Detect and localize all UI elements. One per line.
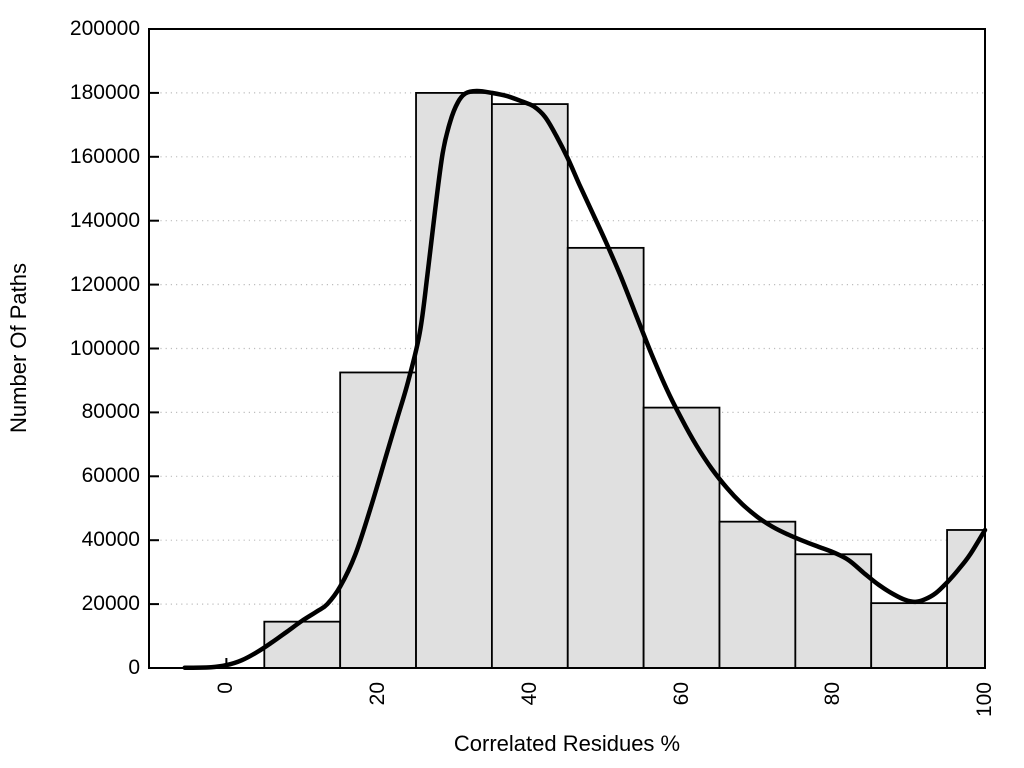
y-tick-label: 180000 bbox=[69, 80, 140, 104]
histogram-bar bbox=[263, 620, 342, 669]
histogram-bar bbox=[946, 529, 986, 669]
histogram-bar bbox=[339, 371, 417, 669]
y-tick-label: 80000 bbox=[81, 400, 140, 424]
y-tick-label: 20000 bbox=[81, 592, 140, 616]
y-tick-label: 40000 bbox=[81, 528, 140, 552]
y-tick-label: 160000 bbox=[69, 144, 140, 168]
x-tick-label: 100 bbox=[973, 682, 996, 718]
x-tick-label: 60 bbox=[669, 682, 693, 706]
y-tick-label: 100000 bbox=[69, 336, 140, 360]
y-axis-title: Number Of Paths bbox=[6, 263, 31, 433]
plot-frame bbox=[148, 28, 986, 669]
density-curve bbox=[182, 88, 988, 670]
histogram-bar bbox=[870, 602, 948, 669]
x-tick-label: 20 bbox=[366, 682, 390, 706]
histogram-bar bbox=[566, 246, 645, 669]
y-tick-label: 60000 bbox=[81, 464, 140, 488]
y-tick-label: 120000 bbox=[69, 272, 140, 296]
x-tick-label: 0 bbox=[214, 682, 238, 694]
y-tick-label: 140000 bbox=[69, 208, 140, 232]
x-tick-label: 80 bbox=[821, 682, 845, 706]
histogram-bar bbox=[718, 520, 797, 669]
y-tick-label: 200000 bbox=[69, 17, 140, 40]
histogram-bar bbox=[794, 553, 873, 669]
x-tick-label: 40 bbox=[517, 682, 541, 706]
histogram-bar bbox=[642, 406, 721, 669]
histogram-bar bbox=[415, 92, 493, 669]
histogram-bar bbox=[490, 103, 569, 669]
x-axis-title: Correlated Residues % bbox=[453, 731, 681, 756]
y-tick-label: 0 bbox=[128, 656, 140, 679]
